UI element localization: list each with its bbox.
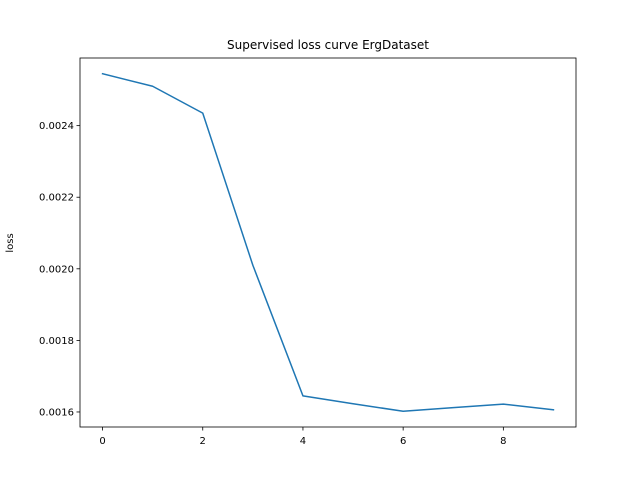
y-tick-label: 0.0022 [39, 193, 74, 204]
x-axis: 0 2 4 6 8 [99, 427, 507, 447]
x-tick-label: 0 [99, 436, 105, 447]
plot-area [80, 58, 576, 427]
x-tick-label: 2 [200, 436, 206, 447]
y-tick-label: 0.0016 [39, 407, 74, 418]
y-tick-label: 0.0020 [39, 264, 74, 275]
loss-line [101, 72, 555, 412]
x-tick-label: 4 [300, 436, 306, 447]
y-axis: 0.0016 0.0018 0.0020 0.0022 0.0024 [39, 121, 80, 418]
plot-frame [79, 57, 577, 428]
y-tick-label: 0.0024 [39, 121, 74, 132]
y-axis-title: loss [5, 233, 16, 252]
y-tick-label: 0.0018 [39, 336, 74, 347]
x-tick-label: 6 [400, 436, 406, 447]
x-tick-label: 8 [500, 436, 506, 447]
chart-title: Supervised loss curve ErgDataset [227, 38, 429, 52]
series-layer [101, 72, 555, 412]
